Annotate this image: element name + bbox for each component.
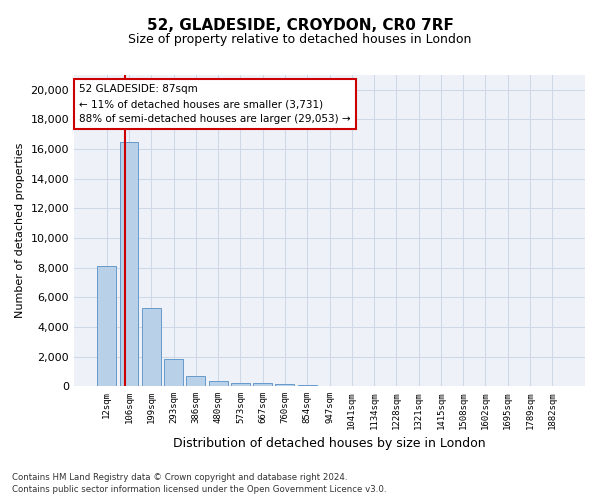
Bar	[97, 266, 116, 386]
Bar	[164, 359, 183, 386]
X-axis label: Distribution of detached houses by size in London: Distribution of detached houses by size …	[173, 437, 486, 450]
Bar	[253, 383, 272, 386]
Bar	[187, 376, 205, 386]
Bar	[209, 382, 227, 386]
Text: Contains public sector information licensed under the Open Government Licence v3: Contains public sector information licen…	[12, 485, 386, 494]
Text: 52 GLADESIDE: 87sqm
← 11% of detached houses are smaller (3,731)
88% of semi-det: 52 GLADESIDE: 87sqm ← 11% of detached ho…	[79, 84, 351, 124]
Bar	[298, 385, 317, 386]
Bar	[231, 383, 250, 386]
Text: 52, GLADESIDE, CROYDON, CR0 7RF: 52, GLADESIDE, CROYDON, CR0 7RF	[146, 18, 454, 32]
Bar	[275, 384, 295, 386]
Bar	[119, 142, 139, 386]
Text: Size of property relative to detached houses in London: Size of property relative to detached ho…	[128, 32, 472, 46]
Text: Contains HM Land Registry data © Crown copyright and database right 2024.: Contains HM Land Registry data © Crown c…	[12, 472, 347, 482]
Bar	[142, 308, 161, 386]
Y-axis label: Number of detached properties: Number of detached properties	[15, 143, 25, 318]
